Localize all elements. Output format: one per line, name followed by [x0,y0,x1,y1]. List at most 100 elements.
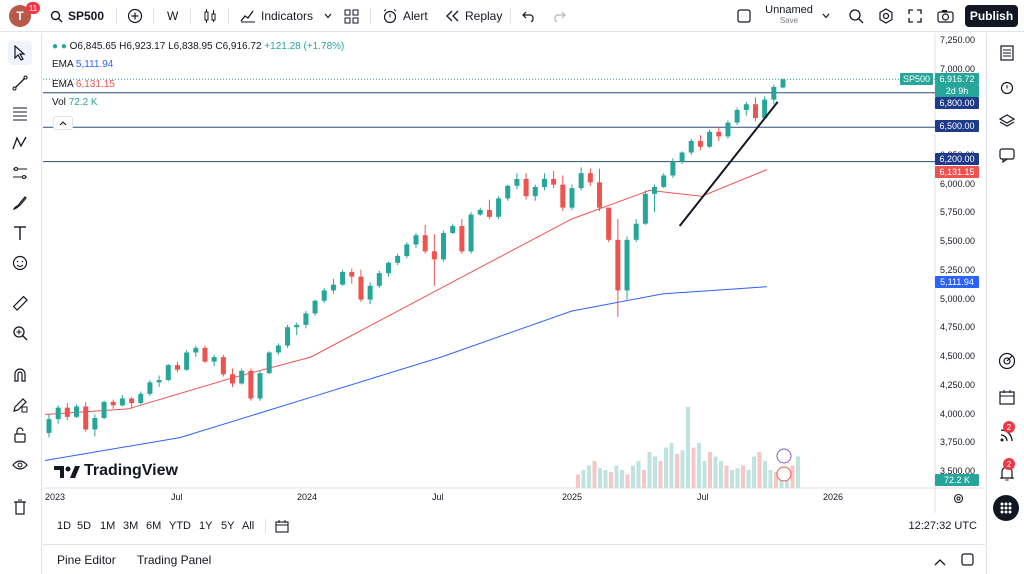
collapse-panel-button[interactable] [934,555,946,569]
volume-bar [592,461,597,488]
layout-name-button[interactable]: Unnamed Save [762,4,816,25]
range-1y[interactable]: 1Y [199,520,213,532]
lock-drawings-tool[interactable] [8,393,32,417]
layout-checkbox[interactable] [737,0,751,32]
layouts-button[interactable] [344,0,359,32]
ema-fast-legend[interactable]: EMA 5,111.94 [52,59,113,70]
cursor-tool[interactable] [8,41,32,65]
candle-body [652,186,658,194]
magnet-tool[interactable] [8,363,32,387]
ema-slow-legend[interactable]: EMA 6,131.15 [52,79,115,90]
tradingview-logo[interactable]: TradingView [54,462,178,480]
last-price-label: 6,916.72 [935,73,979,85]
pattern-tool[interactable] [8,131,32,155]
apps-grid-icon [1000,502,1012,514]
symbol-search[interactable]: SP500 [50,0,104,32]
range-all[interactable]: All [242,520,255,532]
ohlc-change: +121.28 (+1.78%) [264,41,345,52]
alarm-clock-icon [1000,81,1014,95]
measure-tool[interactable] [8,291,32,315]
pine-editor-tab[interactable]: Pine Editor [57,553,116,567]
candle-body [202,347,208,362]
collapse-legend-button[interactable] [53,116,73,130]
calendar-button[interactable] [995,385,1019,409]
user-avatar[interactable]: T [9,5,31,27]
visibility-tool[interactable] [8,453,32,477]
lock-tool[interactable] [8,423,32,447]
range-3m[interactable]: 3M [123,520,139,532]
trend-line [678,101,779,227]
price-chart[interactable] [43,33,985,513]
candle-body [477,209,483,215]
avatar-badge: 11 [26,2,40,14]
range-ytd[interactable]: YTD [169,520,191,532]
indicators-button[interactable]: Indicators [240,0,313,32]
calendar-range-icon [275,520,289,533]
candle-body [587,173,593,183]
chart-type-button[interactable] [202,0,218,32]
emoji-tool[interactable] [8,251,32,275]
redo-button[interactable] [552,0,566,32]
chats-button[interactable] [995,143,1019,167]
watchlist-button[interactable] [995,41,1019,65]
fullscreen-button[interactable] [908,0,922,32]
ohlc-high: H6,923.17 [119,41,166,52]
apps-menu-button[interactable] [993,495,1019,521]
search-icon [50,10,63,22]
zoom-tool[interactable] [8,321,32,345]
trading-panel-tab[interactable]: Trading Panel [137,553,212,567]
ideas-badge: 2 [1003,421,1015,433]
candle-body [661,175,667,187]
replay-button[interactable]: Replay [446,0,502,32]
publish-button[interactable]: Publish [965,5,1018,27]
object-tree-button[interactable] [995,109,1019,133]
range-1m[interactable]: 1M [100,520,116,532]
settings-button[interactable] [878,0,894,32]
legend-dots[interactable]: ● ● [52,41,70,52]
volume-legend[interactable]: Vol 72.2 K [52,97,98,108]
range-6m[interactable]: 6M [146,520,162,532]
fib-tool[interactable] [8,101,32,125]
volume-bar [581,470,586,488]
brush-tool[interactable] [8,191,32,215]
date-range-button[interactable] [275,514,289,538]
remove-drawings-tool[interactable] [8,495,32,519]
range-5d[interactable]: 5D [77,520,92,532]
trend-line-tool[interactable] [8,71,32,95]
range-5y[interactable]: 5Y [221,520,235,532]
candle-body [239,370,245,384]
text-tool[interactable] [8,221,32,245]
alert-button[interactable]: Alert [382,0,428,32]
notifications-button[interactable] [995,423,1019,447]
indicators-menu-button[interactable] [324,0,332,32]
candle-body [734,109,740,123]
time-tick-2024: 2024 [297,492,318,502]
layout-menu-button[interactable] [822,0,830,32]
volume-bar [719,461,723,488]
undo-button[interactable] [522,0,536,32]
ideas-stream-button[interactable] [995,349,1019,373]
range-1d[interactable]: 1D [57,520,72,532]
volume-bar [730,470,734,488]
alerts-badge: 2 [1003,458,1015,470]
level-6800-label: 6,800.00 [935,97,979,109]
candle-body [551,178,557,185]
candle-body [780,79,786,88]
timeframe-divider [265,519,266,533]
candle-body [441,232,447,260]
magnet-icon [14,368,26,382]
utc-clock[interactable]: 12:27:32 UTC [908,520,977,532]
volume-bar [587,465,591,488]
candle-body [294,324,300,328]
interval-button[interactable]: W [167,0,178,32]
axis-settings-button[interactable] [953,491,964,509]
maximize-panel-button[interactable] [961,553,974,569]
candle-body [230,374,235,384]
compare-button[interactable] [127,0,143,32]
fib-retracement-icon [13,107,27,121]
quick-search-button[interactable] [848,0,864,32]
snapshot-button[interactable] [937,0,954,32]
prediction-tool[interactable] [8,161,32,185]
alerts-panel-button[interactable] [995,75,1019,99]
